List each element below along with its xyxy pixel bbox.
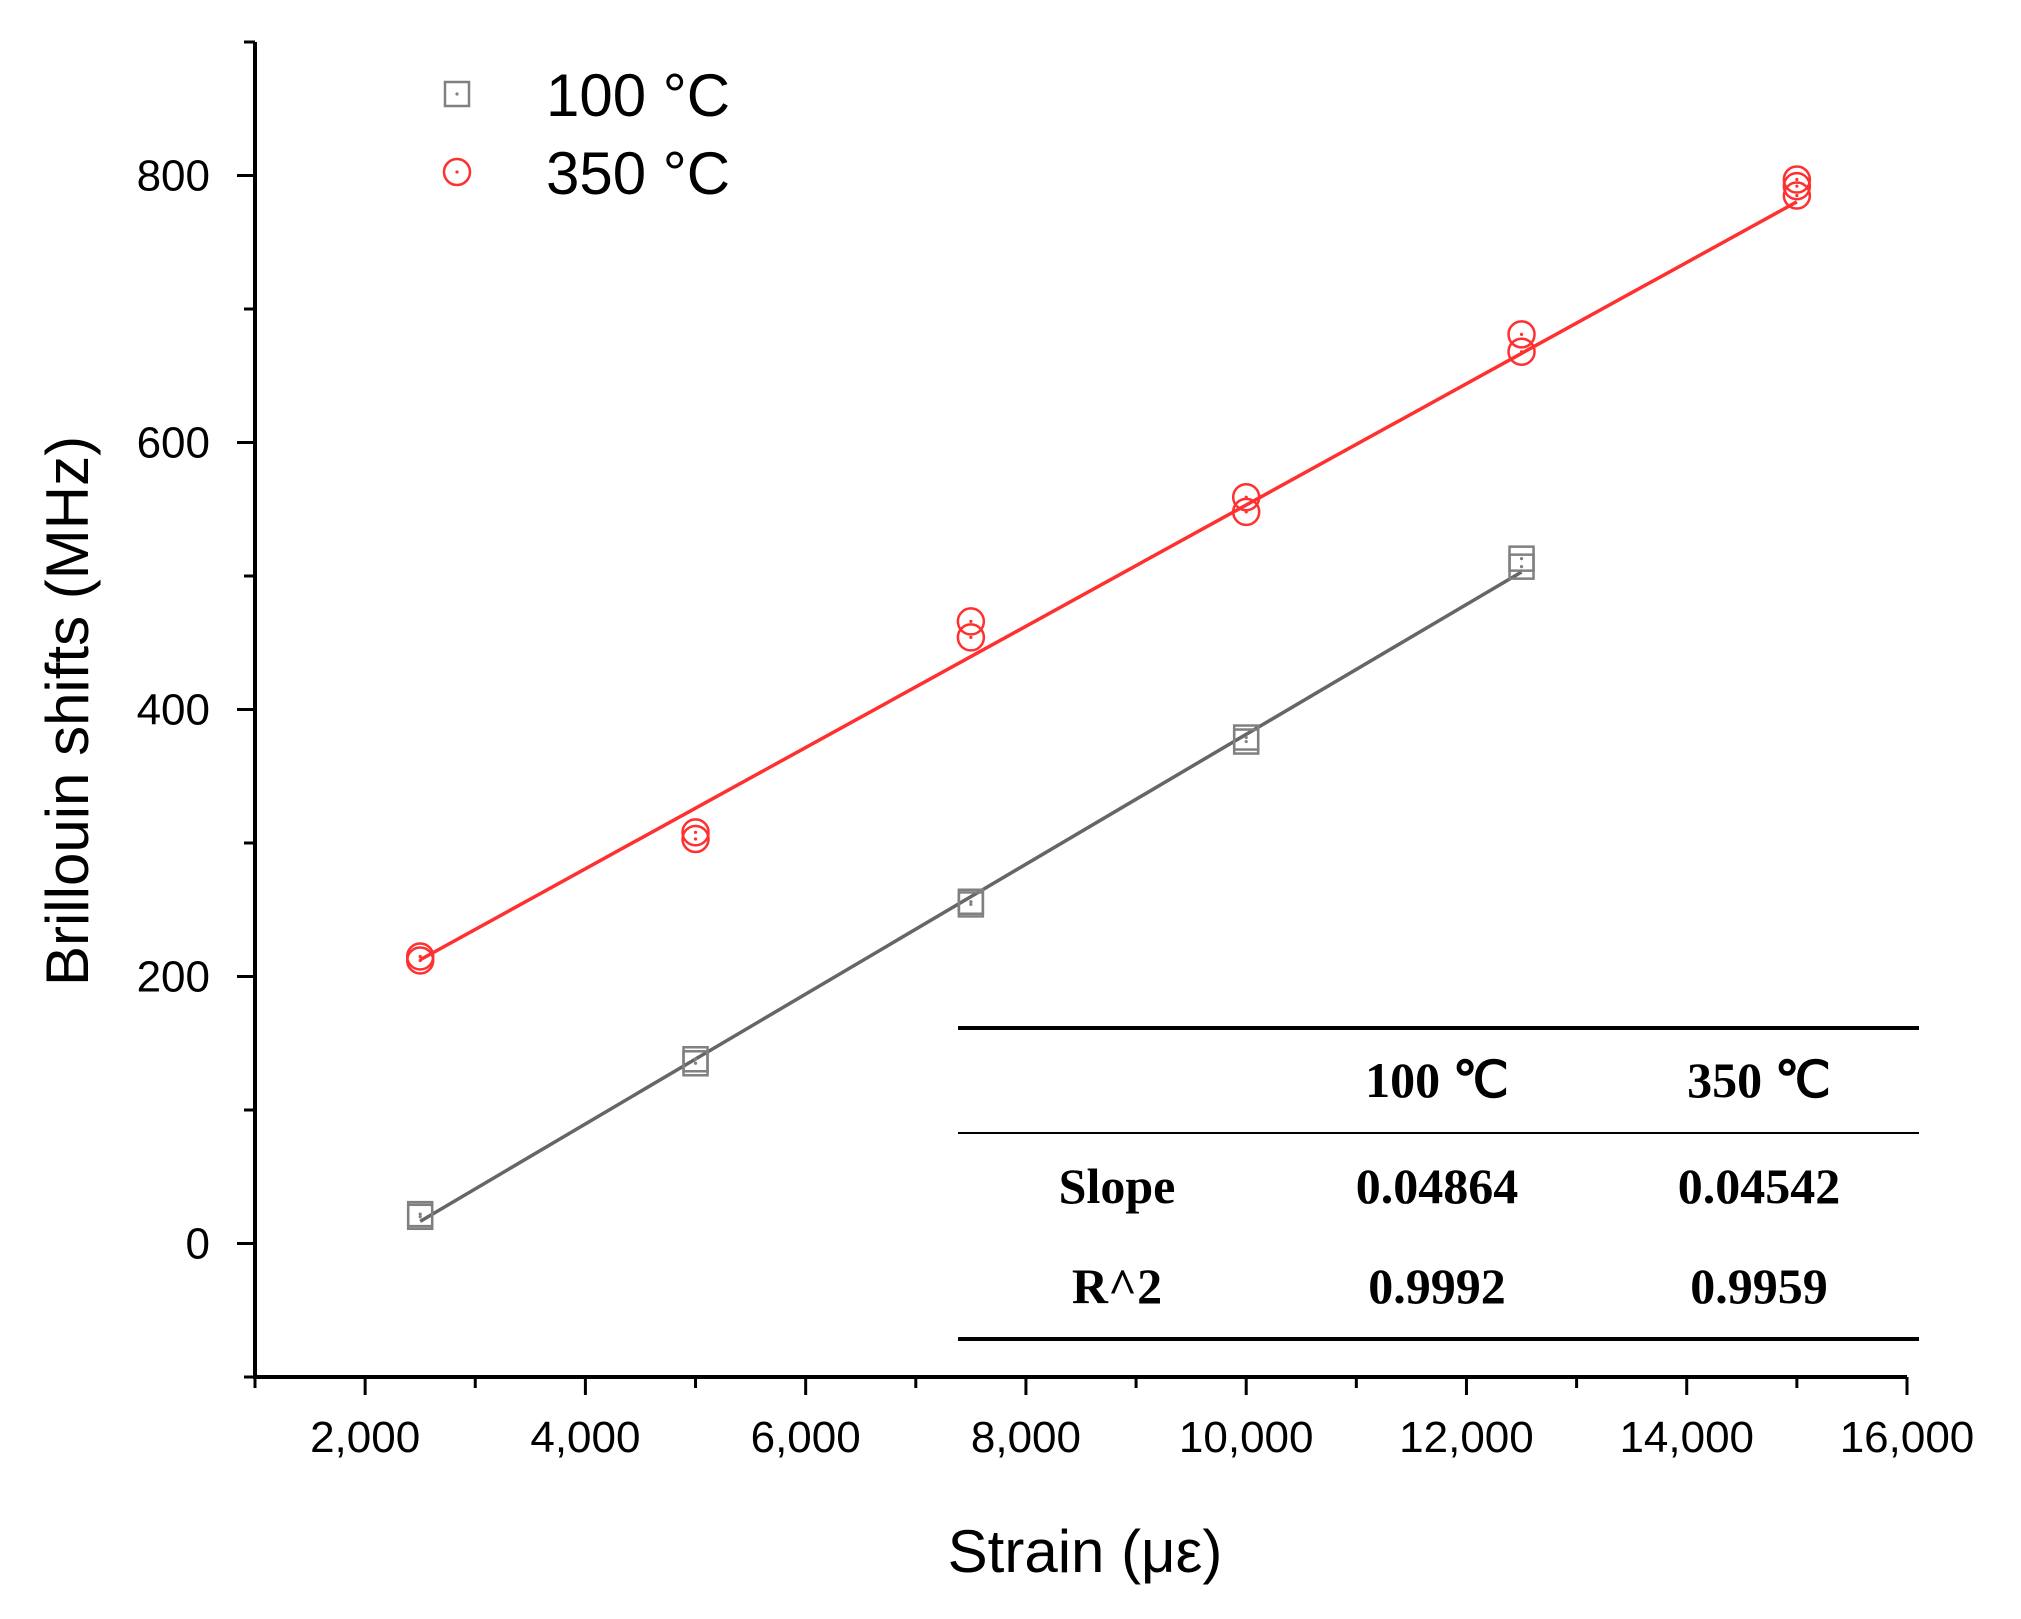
marker-center-dot bbox=[455, 92, 459, 96]
marker-center-dot bbox=[693, 1057, 698, 1061]
legend: 100 °C 350 °C bbox=[442, 62, 730, 207]
axes: 2,000 4,000 6,000 8,000 10,000 12,000 14,000 16… bbox=[137, 40, 1975, 1462]
marker-center-dot bbox=[1795, 184, 1799, 188]
x-tick-label: 12,000 bbox=[1399, 1413, 1534, 1462]
x-tick-label: 16,000 bbox=[1840, 1413, 1975, 1462]
marker-center-dot bbox=[969, 902, 973, 907]
marker-center-dot bbox=[693, 830, 698, 834]
circle-marker bbox=[1507, 320, 1536, 349]
square-marker bbox=[957, 888, 985, 915]
marker-center-dot bbox=[969, 635, 973, 640]
marker-center-dot bbox=[1795, 193, 1799, 198]
marker-center-dot bbox=[1519, 557, 1524, 561]
fit-lines bbox=[419, 200, 1798, 1223]
table-cell: 0.9992 bbox=[1368, 1258, 1506, 1314]
square-marker bbox=[406, 1200, 434, 1228]
marker-center-dot bbox=[693, 1061, 698, 1065]
x-tick-label: 10,000 bbox=[1179, 1413, 1314, 1462]
marker-center-dot bbox=[969, 900, 973, 904]
table-header-cell: 350 ℃ bbox=[1687, 1052, 1831, 1108]
circle-marker bbox=[405, 942, 435, 971]
circle-marker bbox=[442, 157, 472, 187]
x-axis-title: Strain (με) bbox=[948, 1518, 1223, 1585]
data-markers bbox=[405, 165, 1812, 1231]
x-tick-label: 6,000 bbox=[751, 1413, 861, 1462]
marker-center-dot bbox=[1244, 739, 1248, 744]
marker-center-dot bbox=[418, 1212, 422, 1216]
marker-center-dot bbox=[418, 1215, 422, 1219]
circle-marker bbox=[681, 818, 710, 847]
marker-center-dot bbox=[969, 619, 973, 623]
circle-marker bbox=[956, 607, 986, 636]
circle-marker bbox=[1231, 497, 1261, 527]
circle-marker bbox=[1231, 482, 1261, 512]
legend-label: 350 °C bbox=[546, 140, 730, 207]
table-row-label: Slope bbox=[1059, 1158, 1176, 1214]
x-tick-label: 8,000 bbox=[971, 1413, 1081, 1462]
circle-marker bbox=[681, 824, 710, 854]
table-cell: 0.04864 bbox=[1356, 1158, 1519, 1214]
fit-line bbox=[419, 570, 1523, 1223]
x-tick-label: 2,000 bbox=[310, 1413, 420, 1462]
y-tick-label: 200 bbox=[137, 953, 210, 1002]
x-tick-label: 14,000 bbox=[1619, 1413, 1754, 1462]
legend-label: 100 °C bbox=[546, 62, 730, 129]
circle-marker bbox=[1782, 171, 1812, 201]
y-tick-label: 400 bbox=[137, 686, 210, 735]
marker-center-dot bbox=[1795, 177, 1799, 182]
marker-center-dot bbox=[1519, 332, 1524, 336]
y-axis-title: Brillouin shifts (MHz) bbox=[34, 436, 101, 986]
stats-table: 100 ℃ 350 ℃ Slope 0.04864 0.04542 R^2 0.9992 0.… bbox=[958, 1026, 1919, 1341]
marker-center-dot bbox=[418, 954, 422, 959]
circle-marker bbox=[1507, 337, 1536, 366]
fit-line bbox=[419, 200, 1798, 962]
square-marker bbox=[443, 80, 471, 108]
marker-center-dot bbox=[1244, 495, 1248, 499]
table-header-cell: 100 ℃ bbox=[1365, 1052, 1509, 1108]
circle-marker bbox=[1782, 165, 1812, 194]
marker-center-dot bbox=[693, 837, 698, 841]
y-tick-label: 0 bbox=[186, 1220, 210, 1269]
square-marker bbox=[1508, 545, 1535, 572]
table-cell: 0.04542 bbox=[1678, 1158, 1841, 1214]
square-marker bbox=[682, 1046, 709, 1073]
circle-marker bbox=[956, 623, 986, 652]
circle-marker bbox=[1782, 181, 1812, 210]
marker-center-dot bbox=[418, 958, 422, 963]
marker-center-dot bbox=[455, 170, 459, 174]
marker-center-dot bbox=[1519, 350, 1524, 354]
square-marker bbox=[1232, 724, 1260, 751]
table-cell: 0.9959 bbox=[1690, 1258, 1828, 1314]
marker-center-dot bbox=[1244, 735, 1248, 740]
y-tick-label: 600 bbox=[137, 419, 210, 468]
marker-center-dot bbox=[1519, 565, 1524, 569]
x-tick-label: 4,000 bbox=[530, 1413, 640, 1462]
table-row-label: R^2 bbox=[1072, 1258, 1162, 1314]
y-tick-label: 800 bbox=[137, 152, 210, 201]
